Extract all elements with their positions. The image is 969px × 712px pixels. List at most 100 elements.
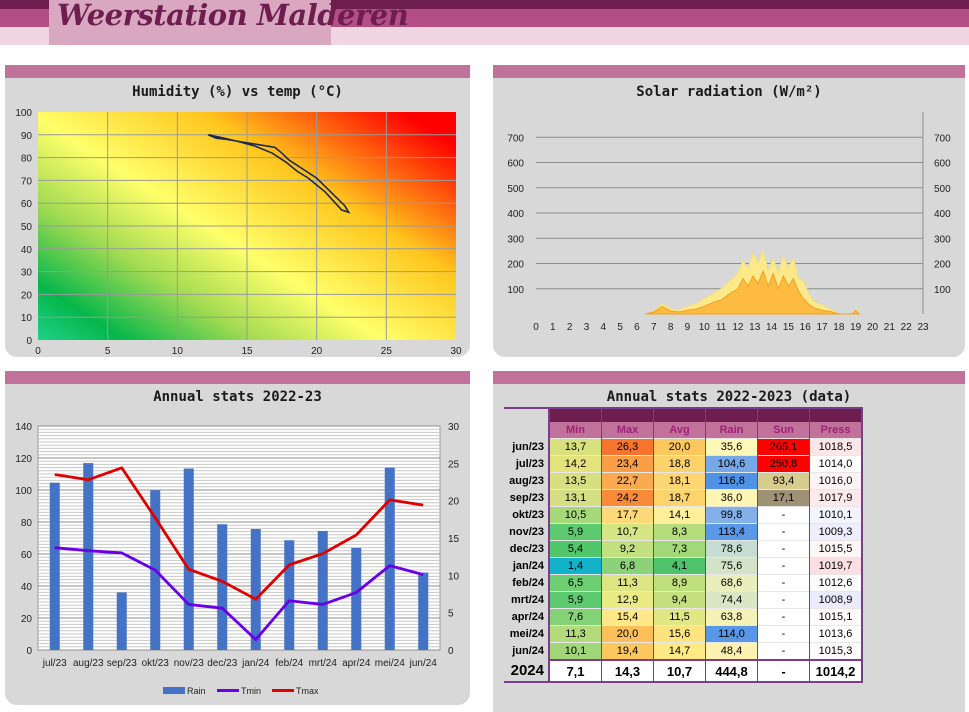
total-cell: 10,7 bbox=[653, 659, 706, 682]
table-row: mei/24 11,3 20,0 15,6 114,0-1013,6 bbox=[504, 625, 862, 643]
x-tick-label: 20 bbox=[311, 346, 323, 357]
table-cell: 9,2 bbox=[601, 540, 654, 558]
humidity-panel: Humidity (%) vs temp (°C) 0 5 10 15 20 25 30 0 1… bbox=[5, 65, 470, 357]
column-header: Sun bbox=[757, 422, 810, 439]
x-tick-label: 18 bbox=[833, 322, 845, 333]
x-tick-label: 21 bbox=[884, 322, 896, 333]
table-cell: 1010,1 bbox=[809, 506, 862, 524]
table-row: feb/24 6,5 11,3 8,9 68,6-1012,6 bbox=[504, 574, 862, 592]
x-tick-label: 10 bbox=[699, 322, 711, 333]
rain-bar bbox=[418, 572, 429, 650]
x-tick-label: 19 bbox=[850, 322, 862, 333]
table-cell: 11,3 bbox=[601, 574, 654, 592]
table-cell: 18,7 bbox=[653, 489, 706, 507]
header-bar-cell bbox=[757, 408, 810, 422]
x-tick-label: 20 bbox=[867, 322, 879, 333]
x-tick-label: 10 bbox=[172, 346, 184, 357]
table-cell: 74,4 bbox=[705, 591, 758, 609]
row-label: apr/24 bbox=[504, 608, 550, 626]
x-tick-label: 9 bbox=[685, 322, 691, 333]
x-tick-label: 12 bbox=[732, 322, 744, 333]
table-row: sep/23 13,1 24,2 18,7 36,0 17,1 1017,9 bbox=[504, 489, 862, 507]
x-tick-label: 0 bbox=[533, 322, 539, 333]
x-tick-label: 22 bbox=[901, 322, 913, 333]
row-label: nov/23 bbox=[504, 523, 550, 541]
table-cell: 7,6 bbox=[548, 608, 602, 626]
total-cell: 444,8 bbox=[705, 659, 758, 682]
table-cell: 5,9 bbox=[548, 591, 602, 609]
table-cell: 68,6 bbox=[705, 574, 758, 592]
table-cell: 18,8 bbox=[653, 455, 706, 473]
table-row: dec/23 5,4 9,2 7,3 78,6-1015,5 bbox=[504, 540, 862, 558]
table-cell: 1015,1 bbox=[809, 608, 862, 626]
y-tick-label: 90 bbox=[21, 131, 33, 142]
table-cell: 17,7 bbox=[601, 506, 654, 524]
table-cell: 26,3 bbox=[601, 438, 654, 456]
total-cell: 14,3 bbox=[601, 659, 654, 682]
x-tick-label: 13 bbox=[749, 322, 761, 333]
header-bar-cell bbox=[548, 408, 602, 422]
total-cell: 1014,2 bbox=[809, 659, 862, 682]
table-cell: - bbox=[757, 557, 810, 575]
table-cell: 1018,5 bbox=[809, 438, 862, 456]
table-cell: 1013,6 bbox=[809, 625, 862, 643]
y-tick-label: 30 bbox=[21, 268, 33, 279]
y2-tick-label: 5 bbox=[448, 609, 454, 620]
rain-bar bbox=[217, 524, 228, 650]
solar-chart-title: Solar radiation (W/m²) bbox=[636, 84, 822, 100]
table-cell: 14,2 bbox=[548, 455, 602, 473]
table-cell: 78,6 bbox=[705, 540, 758, 558]
tmax-line bbox=[54, 466, 424, 601]
x-tick-label: 3 bbox=[584, 322, 590, 333]
y-tick-label: 80 bbox=[21, 518, 33, 529]
table-cell: - bbox=[757, 642, 810, 660]
y-tick-label: 0 bbox=[26, 336, 32, 347]
table-cell: 11,3 bbox=[548, 625, 602, 643]
x-tick-label: feb/24 bbox=[275, 658, 303, 669]
table-cell: 116,8 bbox=[705, 472, 758, 490]
y-tick-label: 700 bbox=[507, 133, 524, 144]
rain-bar bbox=[250, 529, 261, 650]
row-label: aug/23 bbox=[504, 472, 550, 490]
solar-panel: Solar radiation (W/m²) 100 100 200 200 300 30… bbox=[493, 65, 965, 357]
table-cell: 23,4 bbox=[601, 455, 654, 473]
table-cell: 10,7 bbox=[601, 523, 654, 541]
table-row: jun/24 10,1 19,4 14,7 48,4-1015,3 bbox=[504, 642, 862, 660]
header-stripe-dark bbox=[0, 0, 969, 9]
annual-stats-table: Min Max Avg Rain Sun Press jun/23 13,7 26,3 20,0 3… bbox=[504, 407, 863, 683]
x-tick-label: 0 bbox=[35, 346, 41, 357]
y2-tick-label: 500 bbox=[934, 184, 951, 195]
y-tick-label: 200 bbox=[507, 260, 524, 271]
x-tick-label: aug/23 bbox=[73, 658, 104, 669]
y2-tick-label: 400 bbox=[934, 209, 951, 220]
table-cell: 99,8 bbox=[705, 506, 758, 524]
y-tick-label: 500 bbox=[507, 184, 524, 195]
legend-label: Tmin bbox=[241, 686, 261, 696]
table-cell: 10,5 bbox=[548, 506, 602, 524]
site-logo[interactable]: Weerstation Malderen bbox=[49, 0, 409, 45]
table-cell: 13,1 bbox=[548, 489, 602, 507]
x-tick-label: mrt/24 bbox=[309, 658, 338, 669]
y2-tick-label: 200 bbox=[934, 260, 951, 271]
table-row: jan/24 1,4 6,8 4,1 75,6-1019,7 bbox=[504, 557, 862, 575]
table-cell: 1012,6 bbox=[809, 574, 862, 592]
table-cell: - bbox=[757, 591, 810, 609]
table-cell: 250,8 bbox=[757, 455, 810, 473]
rain-bar bbox=[116, 592, 127, 650]
table-cell: 1017,9 bbox=[809, 489, 862, 507]
row-label: jan/24 bbox=[504, 557, 550, 575]
y-tick-label: 40 bbox=[21, 582, 33, 593]
y-tick-label: 120 bbox=[15, 454, 32, 465]
row-label: sep/23 bbox=[504, 489, 550, 507]
table-cell: 14,7 bbox=[653, 642, 706, 660]
table-cell: 11,5 bbox=[653, 608, 706, 626]
y2-tick-label: 300 bbox=[934, 234, 951, 245]
table-cell: 1014,0 bbox=[809, 455, 862, 473]
table-cell: - bbox=[757, 608, 810, 626]
y2-tick-label: 600 bbox=[934, 159, 951, 170]
y2-tick-label: 20 bbox=[448, 497, 460, 508]
x-tick-label: 8 bbox=[668, 322, 674, 333]
row-label-empty bbox=[504, 408, 550, 422]
table-cell: 6,5 bbox=[548, 574, 602, 592]
x-tick-label: sep/23 bbox=[107, 658, 137, 669]
